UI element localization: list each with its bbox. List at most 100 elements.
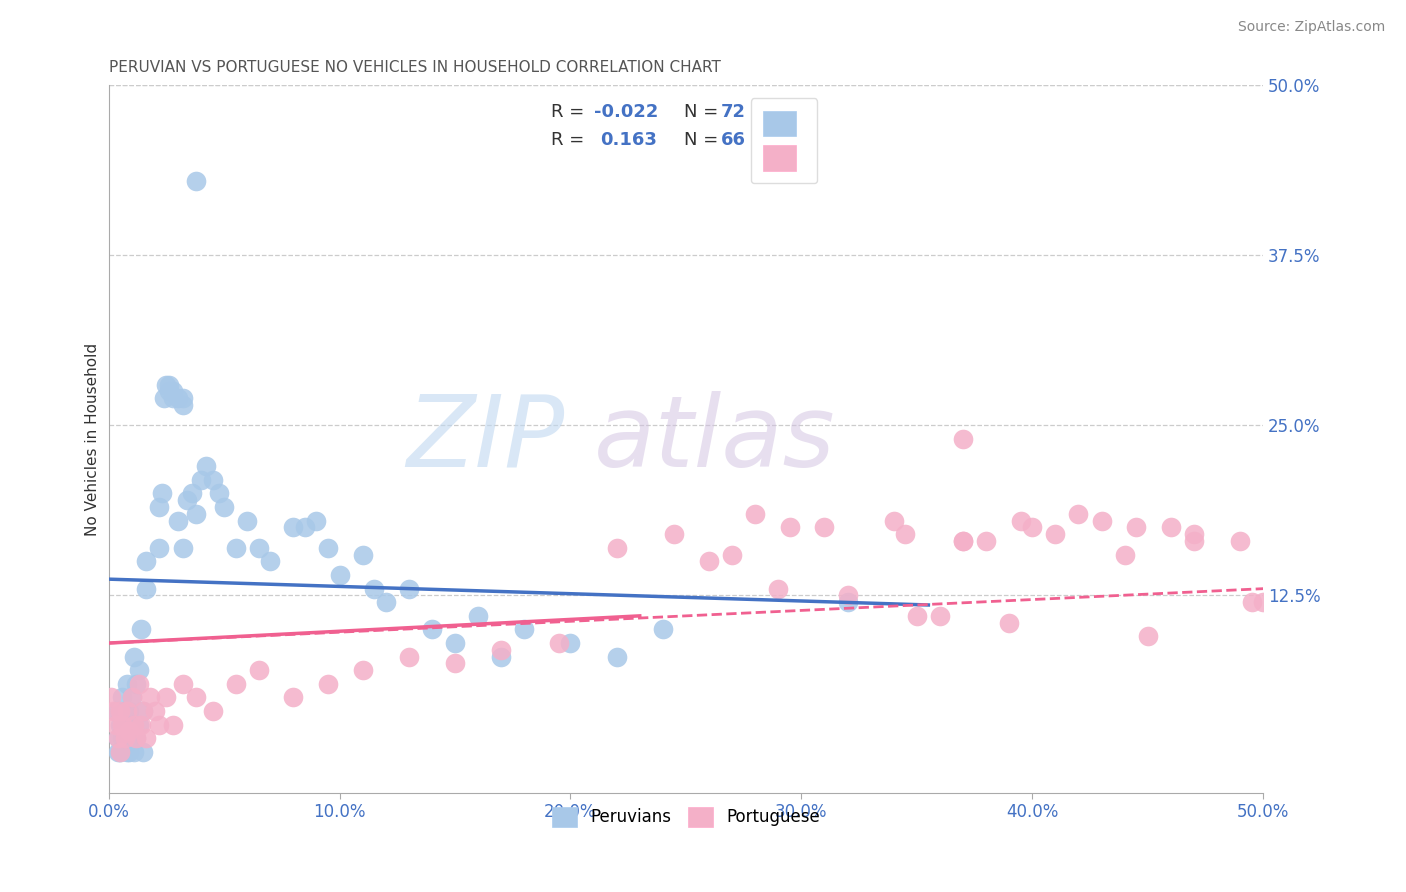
Text: R =: R = [551,103,591,120]
Point [118,704,141,718]
Point [107,731,129,746]
Point [180,486,202,500]
Text: N =: N = [683,131,724,149]
Point [247,541,270,555]
Point [352,663,374,677]
Text: atlas: atlas [593,391,835,488]
Point [813,520,835,534]
Point [201,473,224,487]
Point [283,690,305,705]
Point [129,623,152,637]
Text: 72: 72 [720,103,745,120]
Text: 66: 66 [720,131,745,149]
Point [952,432,974,446]
Legend: Peruvians, Portuguese: Peruvians, Portuguese [546,800,827,834]
Point [208,486,231,500]
Point [1229,534,1251,549]
Point [837,589,859,603]
Point [329,568,352,582]
Point [122,649,145,664]
Point [190,473,212,487]
Point [1021,520,1043,534]
Point [513,623,536,637]
Point [135,582,157,596]
Point [100,690,122,705]
Point [167,514,190,528]
Point [606,541,628,555]
Point [121,690,143,705]
Point [111,731,134,746]
Point [212,500,235,514]
Point [167,391,190,405]
Point [114,704,136,718]
Point [132,704,155,718]
Point [467,608,489,623]
Point [398,649,420,664]
Point [768,582,790,596]
Point [121,690,143,705]
Point [697,554,720,568]
Point [115,745,138,759]
Point [1240,595,1263,609]
Point [952,534,974,549]
Point [155,377,177,392]
Point [1251,595,1274,609]
Point [744,507,766,521]
Text: N =: N = [683,103,724,120]
Point [115,677,138,691]
Point [128,677,150,691]
Point [172,391,194,405]
Point [115,717,138,731]
Point [316,677,339,691]
Point [721,548,744,562]
Point [111,717,134,731]
Point [162,384,184,399]
Point [108,745,131,759]
Point [883,514,905,528]
Point [444,657,467,671]
Point [125,731,148,746]
Point [172,541,194,555]
Point [108,745,131,759]
Point [1136,629,1159,643]
Point [143,704,166,718]
Point [108,704,131,718]
Point [974,534,997,549]
Point [155,690,177,705]
Point [225,677,247,691]
Point [651,623,673,637]
Point [1045,527,1067,541]
Point [186,174,208,188]
Point [162,391,184,405]
Point [186,507,208,521]
Point [1182,527,1205,541]
Point [1067,507,1090,521]
Point [148,500,170,514]
Point [172,677,194,691]
Point [111,690,134,705]
Point [374,595,396,609]
Point [998,615,1021,630]
Point [148,541,170,555]
Point [128,663,150,677]
Text: Source: ZipAtlas.com: Source: ZipAtlas.com [1237,20,1385,34]
Point [115,704,138,718]
Point [548,636,571,650]
Point [398,582,420,596]
Point [129,717,152,731]
Text: -0.022: -0.022 [593,103,658,120]
Point [236,514,259,528]
Point [952,534,974,549]
Point [489,649,512,664]
Point [132,745,155,759]
Point [122,717,145,731]
Point [1182,534,1205,549]
Point [128,717,150,731]
Point [114,731,136,746]
Point [148,717,170,731]
Text: ZIP: ZIP [406,391,565,488]
Text: PERUVIAN VS PORTUGUESE NO VEHICLES IN HOUSEHOLD CORRELATION CHART: PERUVIAN VS PORTUGUESE NO VEHICLES IN HO… [108,60,720,75]
Point [929,608,952,623]
Point [905,608,928,623]
Point [118,724,141,739]
